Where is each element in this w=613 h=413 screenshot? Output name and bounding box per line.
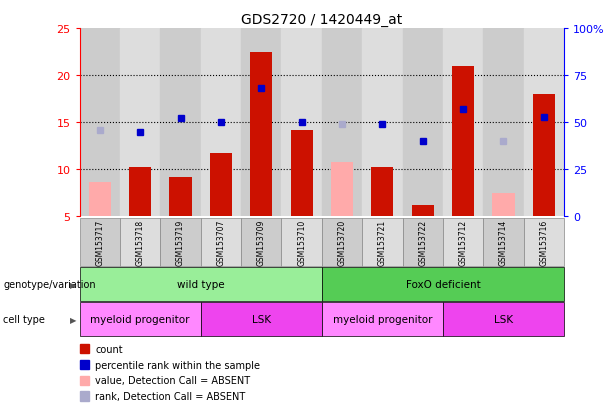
- Text: rank, Detection Call = ABSENT: rank, Detection Call = ABSENT: [95, 391, 245, 401]
- Text: GSM153716: GSM153716: [539, 220, 548, 266]
- Bar: [80, 29, 120, 217]
- Text: percentile rank within the sample: percentile rank within the sample: [95, 360, 260, 370]
- Text: value, Detection Call = ABSENT: value, Detection Call = ABSENT: [95, 375, 250, 385]
- Text: count: count: [95, 344, 123, 354]
- Bar: [129, 168, 151, 217]
- Bar: [322, 29, 362, 217]
- Text: ▶: ▶: [70, 280, 77, 289]
- Bar: [331, 162, 353, 217]
- Text: GSM153712: GSM153712: [459, 220, 468, 266]
- Bar: [492, 193, 514, 217]
- Bar: [89, 182, 111, 217]
- Text: myeloid progenitor: myeloid progenitor: [91, 315, 190, 325]
- Bar: [362, 29, 403, 217]
- Bar: [452, 66, 474, 217]
- Text: GSM153718: GSM153718: [135, 220, 145, 266]
- Text: GSM153721: GSM153721: [378, 220, 387, 266]
- Bar: [291, 131, 313, 217]
- Bar: [524, 29, 564, 217]
- Bar: [241, 29, 281, 217]
- Text: LSK: LSK: [494, 315, 513, 325]
- Bar: [250, 52, 272, 217]
- Bar: [161, 29, 201, 217]
- Bar: [169, 177, 192, 217]
- Text: FoxO deficient: FoxO deficient: [406, 280, 480, 290]
- Text: GSM153710: GSM153710: [297, 220, 306, 266]
- Text: cell type: cell type: [3, 315, 45, 325]
- Bar: [483, 29, 524, 217]
- Bar: [201, 29, 241, 217]
- Title: GDS2720 / 1420449_at: GDS2720 / 1420449_at: [241, 12, 403, 26]
- Text: GSM153717: GSM153717: [96, 220, 104, 266]
- Bar: [411, 206, 434, 217]
- Bar: [210, 154, 232, 217]
- Text: GSM153709: GSM153709: [257, 219, 266, 266]
- Bar: [281, 29, 322, 217]
- Text: GSM153722: GSM153722: [418, 220, 427, 266]
- Text: GSM153714: GSM153714: [499, 220, 508, 266]
- Bar: [403, 29, 443, 217]
- Text: ▶: ▶: [70, 315, 77, 324]
- Text: LSK: LSK: [252, 315, 271, 325]
- Text: myeloid progenitor: myeloid progenitor: [333, 315, 432, 325]
- Bar: [371, 168, 394, 217]
- Text: wild type: wild type: [177, 280, 224, 290]
- Bar: [120, 29, 161, 217]
- Text: GSM153719: GSM153719: [176, 220, 185, 266]
- Text: genotype/variation: genotype/variation: [3, 280, 96, 290]
- Bar: [533, 95, 555, 217]
- Text: GSM153707: GSM153707: [216, 219, 226, 266]
- Text: GSM153720: GSM153720: [338, 220, 346, 266]
- Bar: [443, 29, 483, 217]
